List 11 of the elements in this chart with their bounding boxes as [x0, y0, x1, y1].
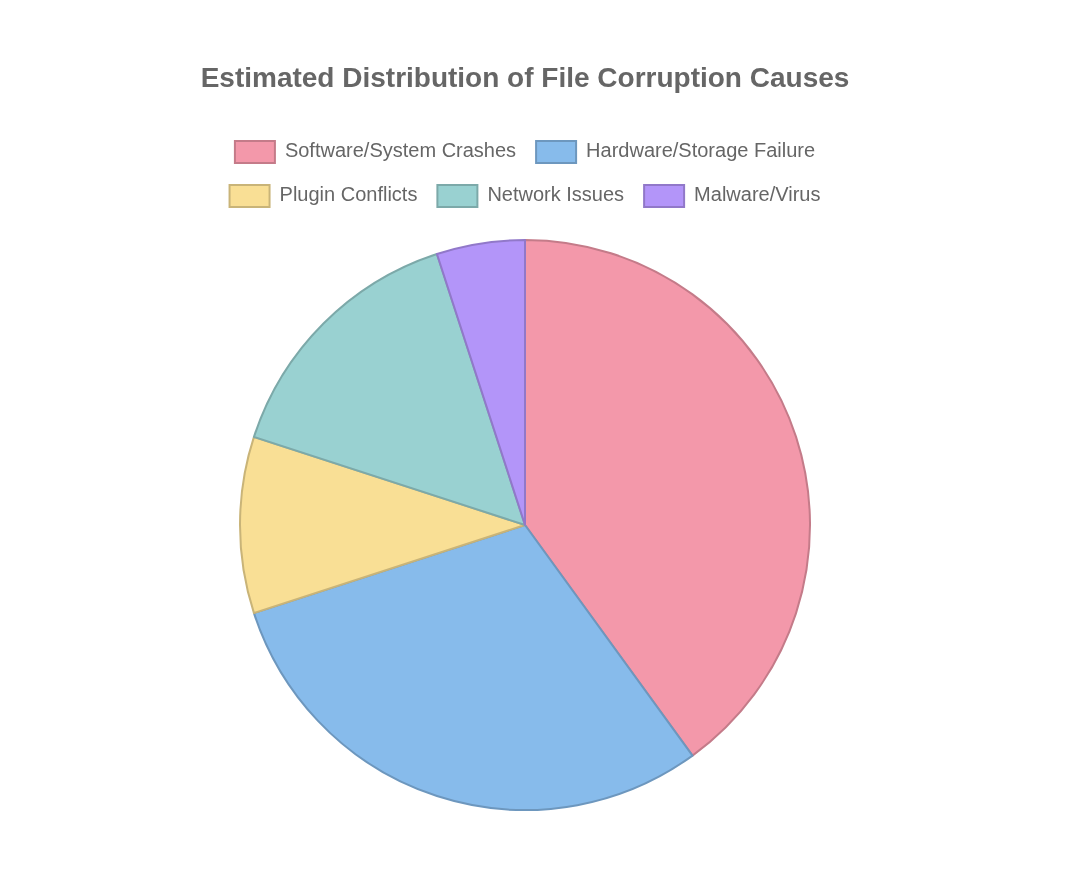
legend-label: Hardware/Storage Failure: [586, 139, 816, 162]
pie-slice: [435, 239, 526, 526]
pie-slice: [252, 524, 694, 811]
legend-label: Malware/Virus: [694, 183, 821, 206]
chart-title: Estimated Distribution of File Corruption Causes: [200, 62, 850, 94]
pie-slice: [524, 239, 811, 757]
legend-label: Plugin Conflicts: [279, 183, 418, 206]
pie-slice: [252, 252, 526, 526]
legend-label: Software/System Crashes: [284, 139, 517, 162]
pie-slice: [239, 435, 526, 615]
legend-label: Network Issues: [487, 183, 625, 206]
